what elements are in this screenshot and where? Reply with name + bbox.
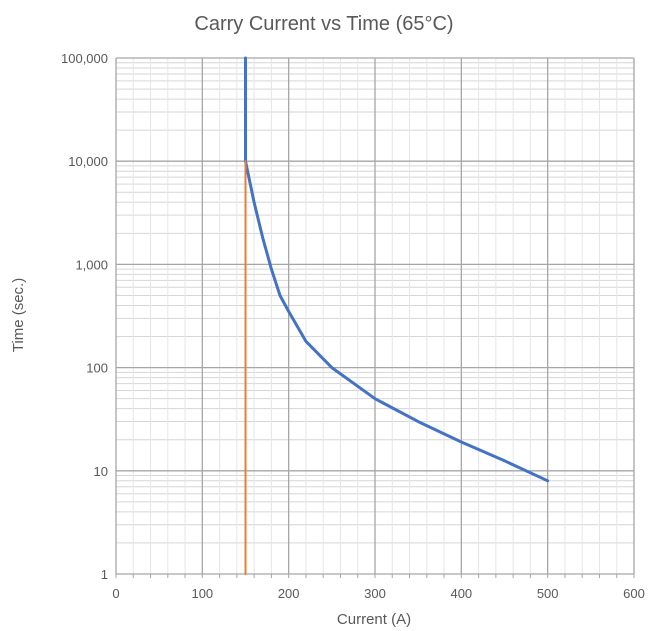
x-axis-ticks: 0 100 200 300 400 500 600 <box>112 574 645 601</box>
x-tick-label: 400 <box>450 586 472 601</box>
series-line-1 <box>244 56 550 483</box>
x-tick-label: 100 <box>191 586 213 601</box>
y-tick-label: 100 <box>86 361 108 376</box>
chart-title: Carry Current vs Time (65°C) <box>194 13 453 35</box>
gridlines <box>115 57 635 575</box>
series-layer <box>244 56 550 575</box>
y-axis-label: Time (sec.) <box>10 278 27 352</box>
x-tick-label: 500 <box>537 586 559 601</box>
x-tick-label: 200 <box>278 586 300 601</box>
y-tick-label: 10,000 <box>68 154 108 169</box>
x-tick-label: 0 <box>112 586 119 601</box>
y-tick-label: 10 <box>94 464 108 479</box>
x-axis-label: Current (A) <box>337 611 411 628</box>
y-tick-label: 1 <box>101 567 108 582</box>
x-tick-label: 300 <box>364 586 386 601</box>
x-tick-label: 600 <box>623 586 645 601</box>
y-tick-label: 100,000 <box>61 51 108 66</box>
y-axis-ticks: 1 10 100 1,000 10,000 100,000 <box>61 51 108 582</box>
y-tick-label: 1,000 <box>75 257 108 272</box>
